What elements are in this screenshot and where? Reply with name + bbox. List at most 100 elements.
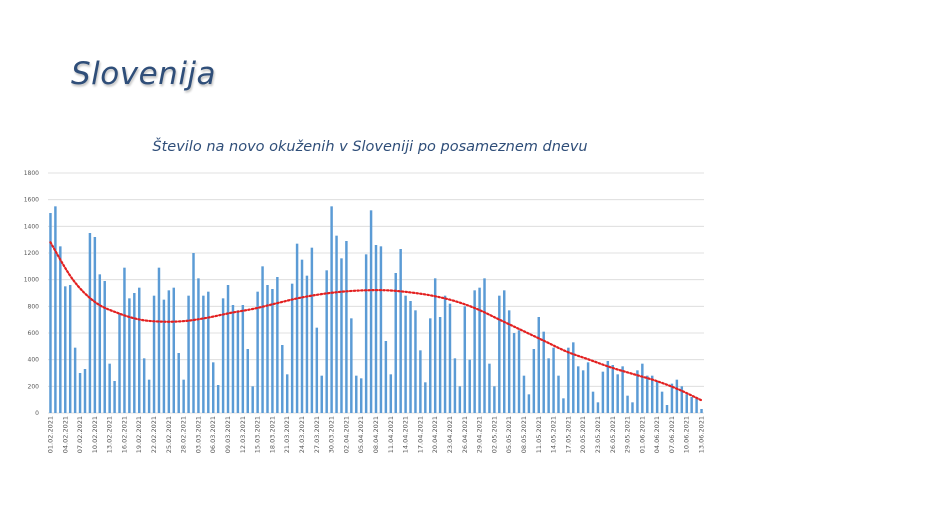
x-tick-label: 23.05.2021	[594, 416, 602, 453]
bar	[591, 391, 595, 413]
bar	[394, 273, 397, 413]
y-tick-label: 1600	[24, 197, 39, 204]
bar	[138, 287, 141, 413]
bar	[340, 258, 343, 413]
x-tick-label: 07.02.2021	[76, 416, 84, 453]
y-tick-label: 600	[28, 330, 40, 337]
x-tick-label: 26.05.2021	[609, 416, 617, 453]
bar	[325, 270, 328, 413]
bar	[606, 361, 610, 413]
bar	[350, 318, 353, 413]
bar	[473, 290, 476, 413]
bar	[226, 285, 230, 413]
bar	[596, 402, 600, 413]
bar	[330, 206, 333, 413]
bar	[389, 374, 393, 413]
bar	[468, 359, 471, 413]
bar	[424, 382, 427, 413]
bar	[241, 305, 245, 413]
bar	[429, 318, 432, 413]
bar	[586, 362, 590, 413]
bar	[152, 295, 156, 413]
bar	[517, 330, 521, 413]
bar	[646, 375, 649, 413]
bar	[98, 274, 102, 413]
x-tick-label: 26.04.2021	[461, 416, 469, 453]
bar	[557, 375, 560, 413]
x-tick-label: 25.02.2021	[165, 416, 173, 453]
bar	[507, 310, 511, 413]
x-tick-label: 11.05.2021	[535, 416, 543, 453]
x-tick-label: 11.04.2021	[387, 416, 395, 453]
x-tick-label: 30.03.2021	[328, 416, 336, 453]
x-tick-label: 13.06.2021	[698, 416, 706, 453]
bar	[202, 295, 205, 413]
x-tick-label: 18.03.2021	[268, 416, 276, 453]
bar	[443, 295, 447, 413]
bar	[601, 371, 605, 413]
bar	[572, 342, 575, 413]
bar	[488, 363, 491, 413]
bar	[355, 375, 358, 413]
bar	[236, 310, 240, 413]
bar	[157, 267, 161, 413]
bar	[621, 366, 624, 413]
bar	[626, 395, 629, 413]
bar	[364, 254, 368, 413]
bar	[532, 349, 536, 413]
x-tick-label: 24.03.2021	[298, 416, 306, 453]
x-tick-label: 21.03.2021	[283, 416, 291, 453]
bar	[641, 363, 644, 413]
x-tick-label: 12.03.2021	[239, 416, 247, 453]
x-tick-label: 04.06.2021	[653, 416, 661, 453]
bar	[64, 286, 67, 413]
bar	[68, 285, 72, 413]
x-tick-label: 13.02.2021	[106, 416, 114, 453]
x-tick-label: 17.04.2021	[416, 416, 424, 453]
bar	[261, 266, 264, 413]
bar	[650, 375, 654, 413]
x-tick-label: 15.03.2021	[254, 416, 262, 453]
bar	[463, 306, 467, 413]
bar	[552, 347, 555, 413]
bar	[83, 369, 87, 413]
bar	[147, 379, 151, 413]
x-tick-label: 10.06.2021	[683, 416, 691, 453]
bar	[113, 381, 116, 413]
bar	[73, 347, 77, 413]
bar	[290, 283, 294, 413]
x-tick-label: 29.05.2021	[624, 416, 632, 453]
bar	[685, 394, 688, 413]
bar	[78, 373, 82, 413]
bar	[675, 379, 679, 413]
bar	[522, 375, 526, 413]
x-tick-label: 02.05.2021	[490, 416, 498, 453]
x-tick-label: 08.04.2021	[372, 416, 380, 453]
x-tick-label: 29.04.2021	[476, 416, 484, 453]
bar	[503, 290, 506, 413]
bar	[276, 277, 279, 413]
bar	[162, 299, 166, 413]
bar	[187, 295, 190, 413]
bar	[611, 365, 614, 413]
bar	[251, 386, 254, 413]
bar	[315, 327, 319, 413]
x-tick-label: 17.05.2021	[564, 416, 572, 453]
bar	[665, 405, 669, 413]
bar	[374, 245, 378, 413]
bar	[266, 285, 269, 413]
x-tick-label: 20.05.2021	[579, 416, 587, 453]
bar	[285, 374, 289, 413]
bar	[93, 237, 97, 413]
x-tick-label: 02.04.2021	[342, 416, 350, 453]
bar	[660, 391, 664, 413]
x-tick-label: 19.02.2021	[135, 416, 143, 453]
x-tick-label: 05.05.2021	[505, 416, 513, 453]
bar	[567, 347, 570, 413]
bar	[212, 362, 215, 413]
bar	[300, 259, 304, 413]
bar	[547, 358, 550, 413]
bar	[438, 317, 442, 413]
bar	[433, 278, 437, 413]
